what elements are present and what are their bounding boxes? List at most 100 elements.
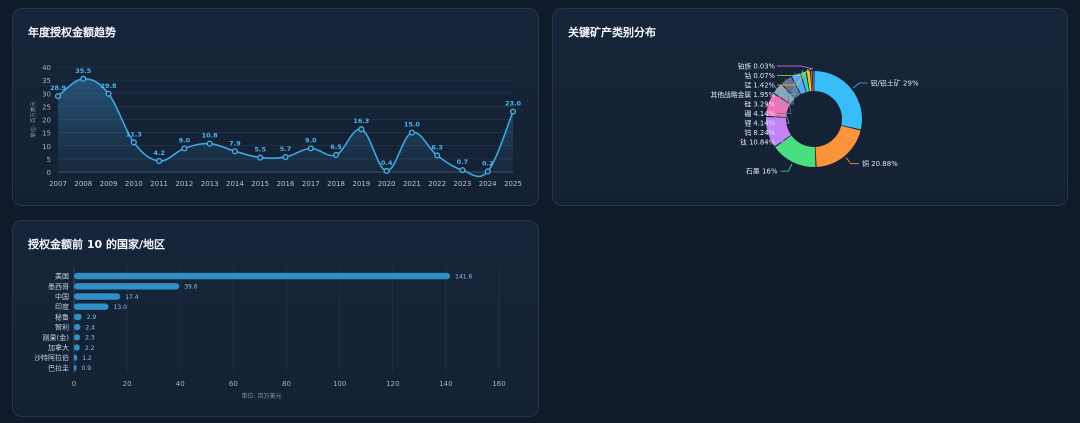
x-tick-label: 2012	[175, 180, 193, 188]
donut-slice	[773, 84, 795, 104]
bar-value-label: 17.4	[125, 294, 139, 301]
donut-slice	[766, 116, 792, 147]
donut-leader-line	[845, 157, 859, 165]
x-tick-label: 60	[229, 380, 238, 388]
x-tick-label: 40	[176, 380, 185, 388]
donut-slice	[775, 135, 816, 167]
minerals-card-title: 关键矿产类别分布	[568, 26, 656, 39]
country-label: 秘鲁	[55, 312, 69, 321]
trend-data-label: 6.3	[431, 143, 443, 151]
y-tick-label: 0	[47, 169, 51, 177]
country-label: 中国	[55, 292, 69, 301]
x-tick-label: 2021	[403, 180, 421, 188]
x-tick-label: 2020	[378, 180, 396, 188]
countries-bar-chart: 0 20 40 60 80 100 120 140 160 单位: 百万美元 美国 141.6 墨西哥 3…	[34, 267, 506, 400]
donut-leader-line	[777, 65, 814, 70]
x-tick-label: 2019	[352, 180, 370, 188]
x-tick-label: 2025	[504, 180, 522, 188]
x-tick-label: 2022	[428, 180, 446, 188]
x-tick-label: 2015	[251, 180, 269, 188]
trend-point	[509, 108, 517, 115]
bar-value-label: 1.2	[82, 355, 92, 362]
bar-value-label: 39.6	[184, 284, 198, 291]
trend-data-label: 23.0	[505, 100, 522, 108]
donut-leader-line	[777, 69, 809, 86]
x-tick-label: 2016	[277, 180, 295, 188]
trend-data-label: 9.0	[179, 136, 191, 144]
y-tick-label: 15	[42, 130, 51, 138]
donut-label: 其他战略金属 1.95%	[710, 90, 775, 99]
trend-point	[156, 157, 163, 165]
donut-leader-line	[780, 163, 793, 172]
bar-value-label: 2.3	[85, 335, 95, 342]
trend-data-label: 5.5	[254, 146, 266, 154]
donut-label: 铝/铝土矿 29%	[870, 78, 918, 87]
country-label: 刚果(金)	[43, 333, 70, 342]
trend-point	[206, 140, 213, 147]
trend-point	[307, 145, 314, 152]
trend-data-label: 0.2	[482, 159, 494, 167]
trend-data-label: 5.7	[280, 145, 292, 153]
country-label: 墨西哥	[48, 283, 69, 291]
x-tick-label: 20	[123, 380, 132, 388]
countries-card: 授权金额前 10 的国家/地区 0 20 40 60 80 100 120 140 160 单位:…	[12, 220, 539, 417]
trend-data-label: 10.8	[202, 132, 219, 140]
x-tick-label: 2011	[150, 180, 168, 188]
y-tick-label: 35	[42, 77, 51, 85]
donut-leader-line	[777, 70, 804, 95]
country-bar	[74, 323, 81, 331]
donut-label: 钛 10.84%	[740, 138, 775, 147]
trend-point	[408, 129, 415, 136]
trend-card: 年度授权金额趋势 0 5 10 15 20 25 30 35 40 单位: 百万美元 28.9 200…	[12, 8, 539, 206]
trend-point	[105, 90, 112, 97]
donut-label: 锂 4.14%	[744, 119, 775, 128]
country-label: 加拿大	[48, 343, 69, 352]
x-tick-label: 2009	[100, 180, 118, 188]
minerals-donut-chart: 铝/铝土矿 29% 铜 20.88% 石墨 16% 钛 10.84%钨 8.24%锂 …	[710, 62, 919, 176]
countries-card-title: 授权金额前 10 的国家/地区	[28, 238, 165, 251]
donut-slice	[806, 71, 812, 92]
donut-leader-line	[777, 78, 792, 114]
x-tick-label: 2014	[226, 180, 244, 188]
y-tick-label: 25	[42, 103, 51, 111]
trend-point	[257, 154, 264, 161]
trend-point	[231, 148, 238, 155]
x-tick-label: 160	[492, 380, 505, 388]
country-label: 巴拉圭	[48, 363, 69, 372]
x-axis-label: 单位: 百万美元	[242, 392, 282, 400]
y-tick-label: 5	[47, 156, 51, 164]
country-bar	[74, 354, 78, 361]
trend-data-label: 15.0	[404, 121, 421, 129]
trend-point	[181, 145, 188, 152]
trend-data-label: 29.8	[101, 82, 118, 90]
country-label: 沙特阿拉伯	[34, 353, 69, 362]
minerals-card: 关键矿产类别分布 铝/铝土矿 29% 铜 20.88% 石墨 16% 钛 10.84%…	[552, 8, 1068, 206]
donut-leader-line	[766, 103, 788, 133]
y-tick-label: 20	[42, 117, 51, 125]
x-tick-label: 2018	[327, 180, 345, 188]
country-label: 智利	[55, 323, 69, 332]
trend-data-label: 35.5	[75, 67, 92, 75]
bar-value-label: 2.9	[87, 314, 97, 321]
donut-slice	[815, 125, 861, 167]
x-tick-label: 2010	[125, 180, 143, 188]
x-tick-label: 0	[72, 380, 76, 388]
trend-data-label: 16.3	[353, 117, 369, 125]
donut-label: 石墨 16%	[746, 168, 778, 176]
trend-data-label: 6.5	[330, 143, 342, 151]
x-tick-label: 2008	[74, 180, 92, 188]
donut-slice	[814, 71, 862, 130]
country-bar	[74, 364, 77, 372]
donut-label: 铂族 0.03%	[738, 62, 776, 71]
donut-label: 钴 0.07%	[744, 71, 775, 80]
bar-value-label: 2.4	[85, 324, 95, 331]
trend-data-label: 7.9	[229, 139, 241, 147]
trend-data-label: 4.2	[153, 149, 165, 157]
country-bar	[74, 283, 180, 290]
x-tick-label: 80	[282, 380, 291, 388]
trend-point	[383, 167, 390, 175]
donut-leader-line	[765, 132, 786, 143]
bar-value-label: 13.0	[114, 304, 128, 311]
trend-point	[80, 75, 87, 82]
donut-label: 钨 8.24%	[744, 128, 775, 137]
